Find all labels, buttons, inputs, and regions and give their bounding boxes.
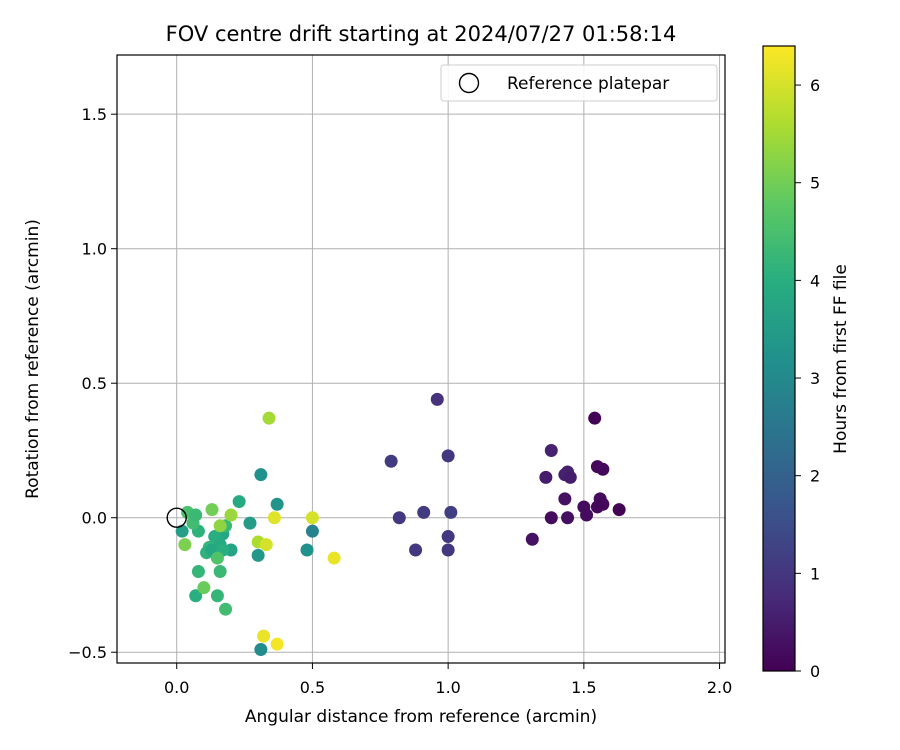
data-point [189,508,203,522]
data-point [270,497,284,511]
data-point [430,392,444,406]
data-point [327,551,341,565]
x-tick-label: 2.0 [707,678,732,697]
data-point [590,500,604,514]
data-point [254,643,268,657]
reference-platepar-marker [166,507,187,528]
data-point [178,538,192,552]
x-tick-label: 1.5 [571,678,596,697]
colorbar-tick-label: 4 [810,271,820,290]
data-point [558,492,572,506]
data-point [191,565,205,579]
colorbar-gradient [762,45,796,672]
data-point [588,411,602,425]
y-tick-label: −0.5 [68,643,107,662]
data-point [213,519,227,533]
plot-frame [116,54,726,664]
data-point [219,602,233,616]
data-point [257,629,271,643]
data-point [210,589,224,603]
y-tick-label: 1.0 [82,240,107,259]
data-point [441,530,455,544]
colorbar-ticks: 0 1 2 3 4 5 6 [795,76,820,681]
data-point [267,511,281,525]
data-point [251,548,265,562]
chart-title: FOV centre drift starting at 2024/07/27 … [166,22,677,46]
data-point [175,524,189,538]
legend: Reference platepar [440,64,718,102]
colorbar-tick-label: 0 [810,662,820,681]
data-point [300,543,314,557]
grid-lines [117,55,725,663]
x-tick-label: 1.0 [435,678,460,697]
data-point [409,543,423,557]
data-point [305,511,319,525]
data-point [205,503,219,517]
y-axis-label: Rotation from reference (arcmin) [23,219,43,499]
colorbar-tick-label: 5 [810,174,820,193]
reference-marker-layer [166,507,187,528]
data-point [259,538,273,552]
legend-reference-marker [458,72,480,94]
data-point [232,495,246,509]
data-point [612,503,626,517]
data-point [544,511,558,525]
legend-reference-label: Reference platepar [507,74,669,94]
y-tick-label: 1.5 [82,105,107,124]
data-point [525,532,539,546]
x-axis-label: Angular distance from reference (arcmin) [245,707,597,727]
y-tick-label: 0.5 [82,374,107,393]
data-points [175,392,626,657]
data-point [197,581,211,595]
data-point [262,411,276,425]
x-axis-ticks: 0.0 0.5 1.0 1.5 2.0 [164,663,732,697]
y-tick-label: 0.0 [82,509,107,528]
x-tick-label: 0.0 [164,678,189,697]
data-point [384,454,398,468]
y-axis-ticks: −0.5 0.0 0.5 1.0 1.5 [68,105,117,662]
data-point [305,524,319,538]
data-point [441,543,455,557]
data-point [210,551,224,565]
colorbar-tick-label: 1 [810,564,820,583]
data-point [539,470,553,484]
data-point [417,505,431,519]
colorbar-tick-label: 3 [810,369,820,388]
data-point [254,468,268,482]
data-point [596,462,610,476]
data-point [243,516,257,530]
data-point [444,505,458,519]
data-point [224,508,238,522]
data-point [189,589,203,603]
data-point [213,565,227,579]
data-point [544,443,558,457]
data-point [580,508,594,522]
colorbar-tick-label: 6 [810,76,820,95]
data-point [270,637,284,651]
colorbar-label: Hours from first FF file [831,264,851,454]
colorbar-tick-label: 2 [810,467,820,486]
x-tick-label: 0.5 [300,678,325,697]
data-point [563,470,577,484]
data-point [392,511,406,525]
data-point [441,449,455,463]
data-point [561,511,575,525]
colorbar: 0 1 2 3 4 5 6 Hours from first FF file [762,45,851,681]
legend-box [440,64,718,102]
